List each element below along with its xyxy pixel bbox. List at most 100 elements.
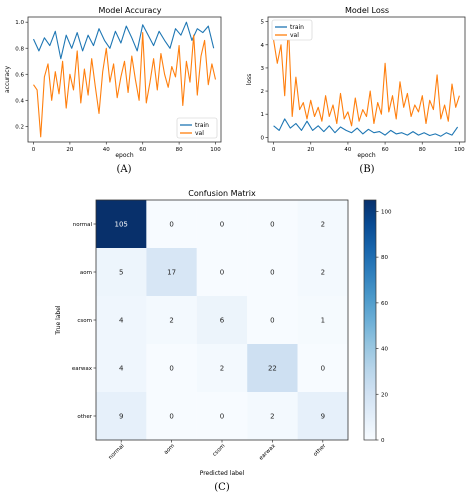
matrix-cell-value: 0 — [270, 317, 274, 325]
matrix-cell — [247, 296, 298, 344]
caption-c: (C) — [214, 482, 230, 493]
matrix-cell — [96, 296, 147, 344]
matrix-cell-value: 2 — [321, 221, 325, 229]
matrix-cell-value: 0 — [270, 221, 274, 229]
b-x-tick-label: 60 — [382, 147, 389, 153]
matrix-cell — [247, 344, 298, 392]
confusion-matrix-title: Confusion Matrix — [188, 189, 256, 198]
b-y-tick-label: 2 — [261, 89, 265, 95]
matrix-cell-value: 9 — [119, 413, 123, 421]
b-series-train-line — [273, 118, 459, 137]
matrix-y-tick-label: earwax — [72, 366, 93, 372]
a-x-tick-label: 60 — [139, 147, 146, 153]
a-y-tick-label: 1.0 — [15, 20, 24, 26]
matrix-cell-value: 0 — [321, 365, 325, 373]
matrix-cell-value: 0 — [169, 221, 173, 229]
loss-axes: 0 20 40 60 80 100 0 1 2 3 4 5 — [261, 20, 466, 153]
colorbar-tick-label: 80 — [381, 255, 388, 261]
loss-chart-title: Model Loss — [345, 6, 389, 15]
accuracy-chart-title: Model Accuracy — [98, 6, 161, 15]
matrix-cell — [96, 392, 147, 440]
matrix-y-tick-label: other — [77, 414, 92, 420]
b-y-tick-label: 3 — [261, 66, 265, 72]
matrix-cell-value: 5 — [119, 269, 123, 277]
accuracy-y-axis-label: accuracy — [4, 66, 11, 94]
confusion-matrix-cells: 105 0 0 0 25 17 0 0 24 2 6 0 14 0 2 22 09 0 0 2 9 — [96, 200, 348, 440]
loss-x-axis-label: epoch — [357, 152, 375, 159]
accuracy-lines — [32, 21, 217, 138]
b-series-val-line — [273, 25, 460, 127]
matrix-cell — [196, 248, 248, 296]
matrix-cell-value: 0 — [220, 221, 224, 229]
matrix-cell — [297, 296, 348, 344]
matrix-cell-value: 2 — [321, 269, 325, 277]
matrix-cell — [146, 296, 197, 344]
colorbar-bar — [363, 199, 377, 441]
matrix-cell — [146, 392, 197, 440]
matrix-cell — [96, 200, 147, 248]
accuracy-axes: 0 20 40 60 80 100 0.2 0.4 0.6 0.8 1.0 — [15, 20, 221, 153]
matrix-x-tick-label: aom — [163, 443, 176, 456]
matrix-cell — [297, 392, 348, 440]
colorbar-tick-label: 40 — [381, 347, 388, 353]
matrix-cell — [297, 248, 348, 296]
confusion-x-axis-label: Predicted label — [200, 470, 245, 477]
b-x-tick-label: 0 — [272, 147, 276, 153]
caption-a: (A) — [116, 164, 131, 175]
matrix-cell — [196, 392, 248, 440]
matrix-cell — [297, 344, 348, 392]
a-x-tick-label: 80 — [176, 147, 183, 153]
matrix-cell-value: 6 — [220, 317, 225, 325]
a-y-tick-label: 0.2 — [15, 124, 24, 130]
matrix-cell — [196, 344, 248, 392]
colorbar-tick-label: 0 — [381, 438, 385, 444]
matrix-cell — [96, 248, 147, 296]
matrix-y-tick-label: aom — [80, 270, 92, 276]
matrix-cell — [196, 296, 248, 344]
accuracy-chart: Model Accuracy 0 20 40 60 80 100 0.2 0.4 0.6 0.8 1… — [4, 6, 222, 175]
matrix-x-tick-label: earwax — [258, 443, 277, 462]
b-y-tick-label: 4 — [261, 43, 265, 49]
caption-b: (B) — [359, 164, 374, 175]
matrix-cell-value: 2 — [270, 413, 274, 421]
a-legend-label-val: val — [195, 130, 204, 137]
matrix-cell-value: 2 — [169, 317, 173, 325]
loss-lines — [273, 25, 460, 137]
b-x-tick-label: 100 — [454, 147, 465, 153]
matrix-x-tick-label: csom — [212, 443, 227, 458]
matrix-cell — [146, 200, 197, 248]
colorbar-tick-label: 20 — [381, 392, 388, 398]
matrix-cell — [96, 344, 147, 392]
a-y-tick-label: 0.8 — [15, 46, 24, 52]
b-y-tick-label: 0 — [261, 135, 265, 141]
a-x-tick-label: 20 — [66, 147, 73, 153]
colorbar: 0 20 40 60 80 100 — [363, 199, 392, 444]
confusion-matrix-chart: Confusion Matrix 105 0 0 0 25 17 0 0 24 2 6 0 14 0 2 22… — [55, 189, 392, 493]
b-legend-label-train: train — [290, 24, 304, 31]
b-x-tick-label: 20 — [307, 147, 314, 153]
matrix-cell-value: 4 — [119, 317, 124, 325]
matrix-x-tick-label: normal — [108, 443, 126, 461]
matrix-cell-value: 0 — [169, 413, 173, 421]
b-x-tick-label: 80 — [419, 147, 426, 153]
matrix-cell-value: 22 — [268, 365, 277, 373]
b-x-tick-label: 40 — [344, 147, 351, 153]
matrix-y-tick-label: csom — [77, 318, 92, 324]
matrix-cell-value: 0 — [270, 269, 274, 277]
matrix-cell — [297, 200, 348, 248]
a-y-tick-label: 0.4 — [15, 98, 24, 104]
matrix-cell-value: 9 — [321, 413, 325, 421]
matrix-cell-value: 0 — [169, 365, 173, 373]
accuracy-x-axis-label: epoch — [115, 152, 133, 159]
a-y-tick-label: 0.6 — [15, 72, 24, 78]
matrix-cell-value: 17 — [167, 269, 176, 277]
loss-y-axis-label: loss — [246, 74, 253, 86]
matrix-cell — [247, 200, 298, 248]
matrix-x-tick-label: other — [313, 443, 328, 458]
b-y-tick-label: 5 — [261, 20, 265, 26]
matrix-cell-value: 2 — [220, 365, 224, 373]
colorbar-tick-label: 60 — [381, 301, 388, 307]
